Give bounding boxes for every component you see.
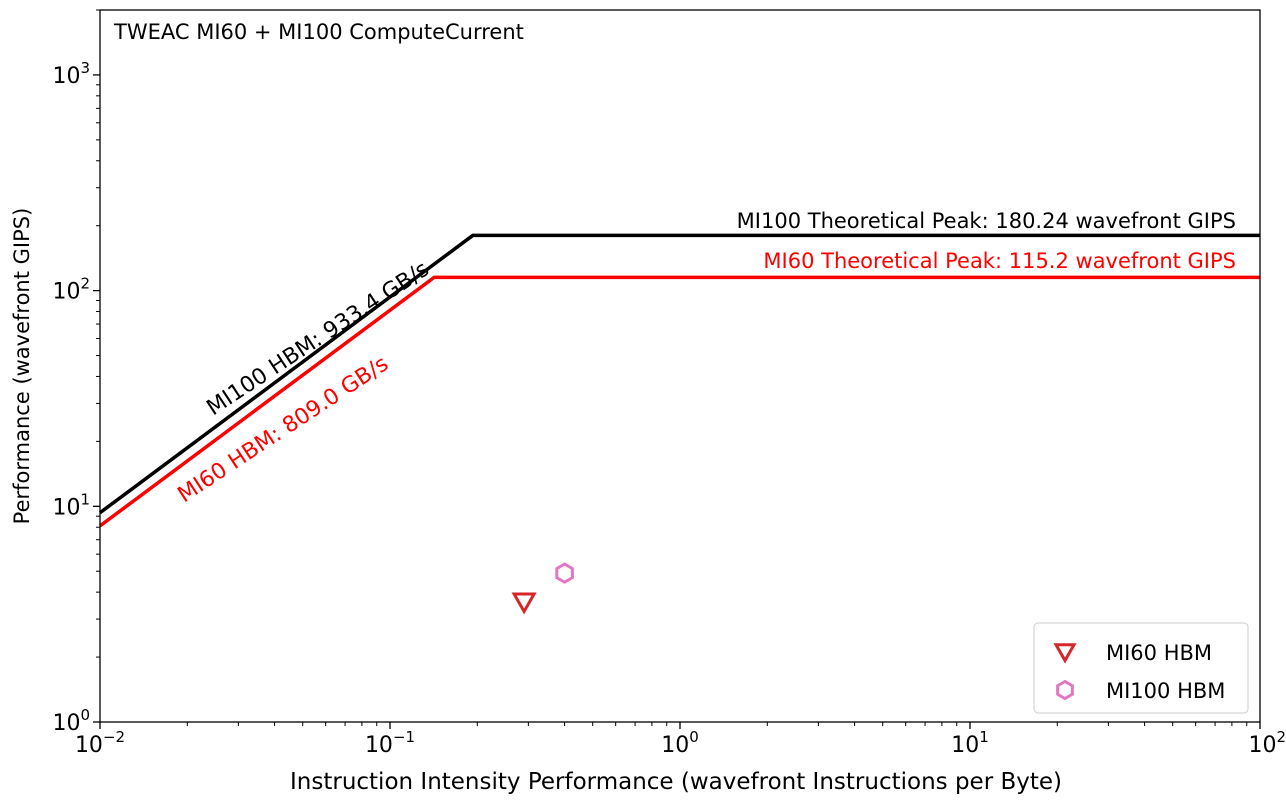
- legend: MI60 HBM MI100 HBM: [1033, 622, 1249, 714]
- x-tick-label: 101: [951, 728, 989, 758]
- plot-layer: [98, 233, 1260, 615]
- y-tick-label: 101: [52, 490, 90, 520]
- legend-hexagon-icon: [1056, 679, 1074, 701]
- peak-label-mi60: MI60 Theoretical Peak: 115.2 wavefront G…: [763, 249, 1236, 273]
- data-point-mi100: [555, 562, 574, 584]
- y-axis-label: Performance (wavefront GIPS): [10, 208, 34, 525]
- x-tick-label: 100: [661, 728, 699, 758]
- roofline-mi60: [98, 275, 1260, 528]
- x-tick-label: 10−2: [75, 728, 125, 758]
- chart-title: TWEAC MI60 + MI100 ComputeCurrent: [113, 20, 524, 44]
- legend-triangle-icon: [1053, 643, 1077, 664]
- y-tick-label: 100: [52, 706, 90, 736]
- y-tick-label: 103: [52, 59, 90, 89]
- x-tick-label: 102: [1248, 728, 1286, 758]
- x-tick-label: 10−1: [365, 728, 415, 758]
- peak-label-mi100: MI100 Theoretical Peak: 180.24 wavefront…: [737, 209, 1236, 233]
- roofline-mi100: [98, 233, 1260, 515]
- legend-label: MI100 HBM: [1106, 679, 1225, 703]
- data-point-mi60: [511, 592, 537, 615]
- legend-label: MI60 HBM: [1106, 641, 1212, 665]
- legend-box: [1033, 622, 1249, 714]
- x-axis-label: Instruction Intensity Performance (wavef…: [290, 769, 1062, 795]
- y-tick-label: 102: [52, 275, 90, 305]
